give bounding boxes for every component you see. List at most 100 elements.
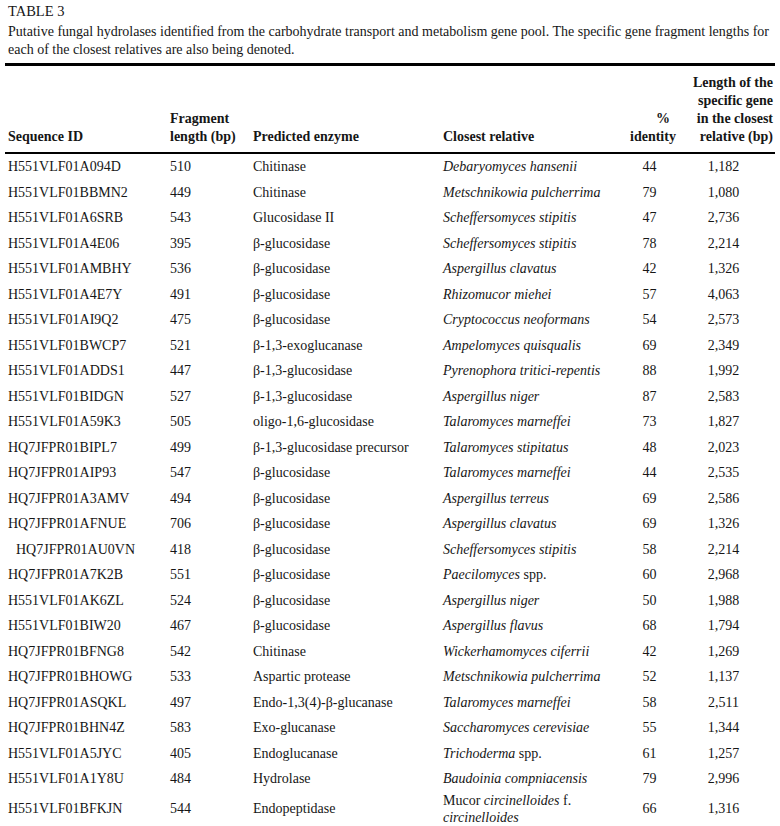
- cell-sequence-id: HQ7JFPR01BHOWG: [5, 664, 167, 690]
- cell-predicted-enzyme: β-1,3-glucosidase: [250, 384, 440, 410]
- table-row: H551VLF01BWCP7521β-1,3-exoglucanaseAmpel…: [5, 333, 775, 359]
- header-gene-length: Length of the specific gene in the close…: [672, 65, 775, 154]
- cell-identity: 61: [627, 741, 672, 767]
- table-row: H551VLF01A59K3505oligo-1,6-glucosidaseTa…: [5, 409, 775, 435]
- cell-predicted-enzyme: β-glucosidase: [250, 537, 440, 563]
- table-row: H551VLF01ADDS1447β-1,3-glucosidasePyreno…: [5, 358, 775, 384]
- cell-closest-relative: Cryptococcus neoformans: [440, 307, 627, 333]
- cell-fragment-length: 505: [167, 409, 250, 435]
- table-row: H551VLF01BBMN2449ChitinaseMetschnikowia …: [5, 180, 775, 206]
- cell-fragment-length: 395: [167, 231, 250, 257]
- cell-identity: 79: [627, 180, 672, 206]
- cell-predicted-enzyme: β-glucosidase: [250, 511, 440, 537]
- cell-predicted-enzyme: β-glucosidase: [250, 613, 440, 639]
- cell-gene-length: 2,349: [672, 333, 775, 359]
- cell-identity: 68: [627, 613, 672, 639]
- cell-predicted-enzyme: Aspartic protease: [250, 664, 440, 690]
- cell-identity: 79: [627, 766, 672, 792]
- cell-predicted-enzyme: β-glucosidase: [250, 588, 440, 614]
- cell-gene-length: 2,586: [672, 486, 775, 512]
- cell-fragment-length: 510: [167, 153, 250, 180]
- cell-predicted-enzyme: Exo-glucanase: [250, 715, 440, 741]
- cell-sequence-id: HQ7JFPR01BIPL7: [5, 435, 167, 461]
- cell-identity: 73: [627, 409, 672, 435]
- cell-closest-relative: Scheffersomyces stipitis: [440, 231, 627, 257]
- header-row: Sequence ID Fragment length (bp) Predict…: [5, 65, 775, 154]
- table-row: HQ7JFPR01BHN4Z583Exo-glucanaseSaccharomy…: [5, 715, 775, 741]
- cell-fragment-length: 544: [167, 792, 250, 826]
- cell-identity: 87: [627, 384, 672, 410]
- cell-identity: 54: [627, 307, 672, 333]
- cell-closest-relative: Scheffersomyces stipitis: [440, 537, 627, 563]
- cell-predicted-enzyme: β-glucosidase: [250, 562, 440, 588]
- cell-sequence-id: HQ7JFPR01ASQKL: [5, 690, 167, 716]
- cell-sequence-id: H551VLF01ADDS1: [5, 358, 167, 384]
- table-row: H551VLF01A1Y8U484HydrolaseBaudoinia comp…: [5, 766, 775, 792]
- cell-gene-length: 2,968: [672, 562, 775, 588]
- cell-closest-relative: Saccharomyces cerevisiae: [440, 715, 627, 741]
- header-identity: % identity: [627, 65, 672, 154]
- cell-gene-length: 2,214: [672, 231, 775, 257]
- cell-identity: 69: [627, 486, 672, 512]
- cell-closest-relative: Debaryomyces hansenii: [440, 153, 627, 180]
- cell-sequence-id: H551VLF01BWCP7: [5, 333, 167, 359]
- cell-identity: 57: [627, 282, 672, 308]
- cell-sequence-id: H551VLF01BIW20: [5, 613, 167, 639]
- table-row: H551VLF01BFKJN544EndopeptidaseMucor circ…: [5, 792, 775, 826]
- cell-fragment-length: 524: [167, 588, 250, 614]
- cell-predicted-enzyme: Chitinase: [250, 153, 440, 180]
- cell-gene-length: 2,214: [672, 537, 775, 563]
- cell-gene-length: 1,182: [672, 153, 775, 180]
- cell-closest-relative: Aspergillus flavus: [440, 613, 627, 639]
- hydrolases-table: Sequence ID Fragment length (bp) Predict…: [5, 63, 775, 826]
- cell-gene-length: 1,316: [672, 792, 775, 826]
- cell-sequence-id: HQ7JFPR01BHN4Z: [5, 715, 167, 741]
- cell-fragment-length: 449: [167, 180, 250, 206]
- cell-gene-length: 1,137: [672, 664, 775, 690]
- cell-identity: 47: [627, 205, 672, 231]
- cell-sequence-id: HQ7JFPR01A7K2B: [5, 562, 167, 588]
- cell-identity: 44: [627, 460, 672, 486]
- cell-sequence-id: H551VLF01AK6ZL: [5, 588, 167, 614]
- cell-closest-relative: Metschnikowia pulcherrima: [440, 180, 627, 206]
- cell-gene-length: 1,326: [672, 511, 775, 537]
- cell-closest-relative: Scheffersomyces stipitis: [440, 205, 627, 231]
- cell-gene-length: 1,326: [672, 256, 775, 282]
- cell-gene-length: 2,736: [672, 205, 775, 231]
- cell-sequence-id: H551VLF01AMBHY: [5, 256, 167, 282]
- cell-closest-relative: Talaromyces stipitatus: [440, 435, 627, 461]
- cell-fragment-length: 499: [167, 435, 250, 461]
- cell-identity: 58: [627, 537, 672, 563]
- cell-closest-relative: Aspergillus niger: [440, 384, 627, 410]
- table-row: H551VLF01A4E06395β-glucosidaseSchefferso…: [5, 231, 775, 257]
- cell-closest-relative: Talaromyces marneffei: [440, 460, 627, 486]
- cell-fragment-length: 491: [167, 282, 250, 308]
- cell-fragment-length: 418: [167, 537, 250, 563]
- cell-gene-length: 1,080: [672, 180, 775, 206]
- table-row: HQ7JFPR01A7K2B551β-glucosidasePaecilomyc…: [5, 562, 775, 588]
- cell-fragment-length: 484: [167, 766, 250, 792]
- cell-closest-relative: Ampelomyces quisqualis: [440, 333, 627, 359]
- cell-closest-relative: Aspergillus clavatus: [440, 511, 627, 537]
- cell-identity: 58: [627, 690, 672, 716]
- cell-sequence-id: H551VLF01A094D: [5, 153, 167, 180]
- cell-closest-relative: Wickerhamomyces ciferrii: [440, 639, 627, 665]
- cell-predicted-enzyme: Chitinase: [250, 180, 440, 206]
- cell-identity: 78: [627, 231, 672, 257]
- table-row: HQ7JFPR01BFNG8542ChitinaseWickerhamomyce…: [5, 639, 775, 665]
- cell-predicted-enzyme: oligo-1,6-glucosidase: [250, 409, 440, 435]
- cell-fragment-length: 447: [167, 358, 250, 384]
- cell-fragment-length: 542: [167, 639, 250, 665]
- cell-predicted-enzyme: β-1,3-glucosidase: [250, 358, 440, 384]
- table-row: HQ7JFPR01BHOWG533Aspartic proteaseMetsch…: [5, 664, 775, 690]
- table-body: H551VLF01A094D510ChitinaseDebaryomyces h…: [5, 153, 775, 826]
- cell-closest-relative: Aspergillus clavatus: [440, 256, 627, 282]
- table-row: H551VLF01BIW20467β-glucosidaseAspergillu…: [5, 613, 775, 639]
- cell-gene-length: 4,063: [672, 282, 775, 308]
- cell-gene-length: 1,344: [672, 715, 775, 741]
- cell-closest-relative: Mucor circinelloides f. circinelloides: [440, 792, 627, 826]
- cell-closest-relative: Talaromyces marneffei: [440, 409, 627, 435]
- table-row: H551VLF01BIDGN527β-1,3-glucosidaseAsperg…: [5, 384, 775, 410]
- cell-predicted-enzyme: β-1,3-exoglucanase: [250, 333, 440, 359]
- cell-sequence-id: HQ7JFPR01AU0VN: [5, 537, 167, 563]
